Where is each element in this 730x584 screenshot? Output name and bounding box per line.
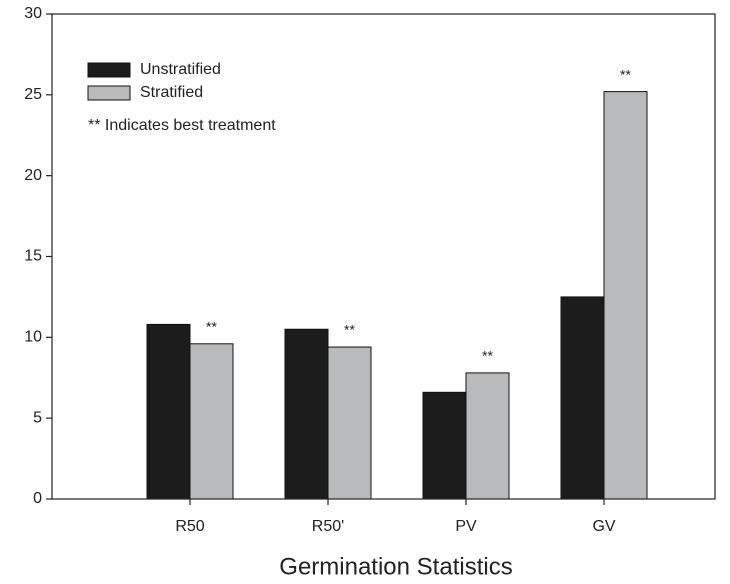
annotation: ** xyxy=(482,348,493,364)
y-tick-label: 10 xyxy=(24,329,42,346)
y-tick-label: 5 xyxy=(33,409,42,426)
y-tick-label: 0 xyxy=(33,490,42,507)
bar xyxy=(603,91,648,500)
bar xyxy=(284,328,329,500)
x-axis-title: Germination Statistics xyxy=(279,553,512,580)
y-tick-label: 25 xyxy=(24,86,42,103)
plot-frame xyxy=(51,13,716,500)
bar xyxy=(327,346,372,500)
annotation: ** xyxy=(344,322,355,338)
legend-label: Unstratified xyxy=(140,61,221,78)
x-tick-label: GV xyxy=(592,518,615,535)
bar xyxy=(189,343,234,500)
bar xyxy=(422,391,467,500)
annotation: ** xyxy=(620,66,631,82)
y-tick-label: 15 xyxy=(24,248,42,265)
bar xyxy=(560,296,605,500)
legend-label: Stratified xyxy=(140,84,203,101)
y-tick-label: 30 xyxy=(24,5,42,22)
y-tick-label: 20 xyxy=(24,167,42,184)
annotation: ** xyxy=(206,319,217,335)
bar xyxy=(465,372,510,500)
x-tick-label: PV xyxy=(455,518,477,535)
x-tick-label: R50' xyxy=(312,518,344,535)
bar xyxy=(146,323,191,500)
note: ** Indicates best treatment xyxy=(88,117,276,134)
legend-swatch xyxy=(87,85,131,101)
legend-swatch xyxy=(87,62,131,78)
x-tick-label: R50 xyxy=(175,518,204,535)
